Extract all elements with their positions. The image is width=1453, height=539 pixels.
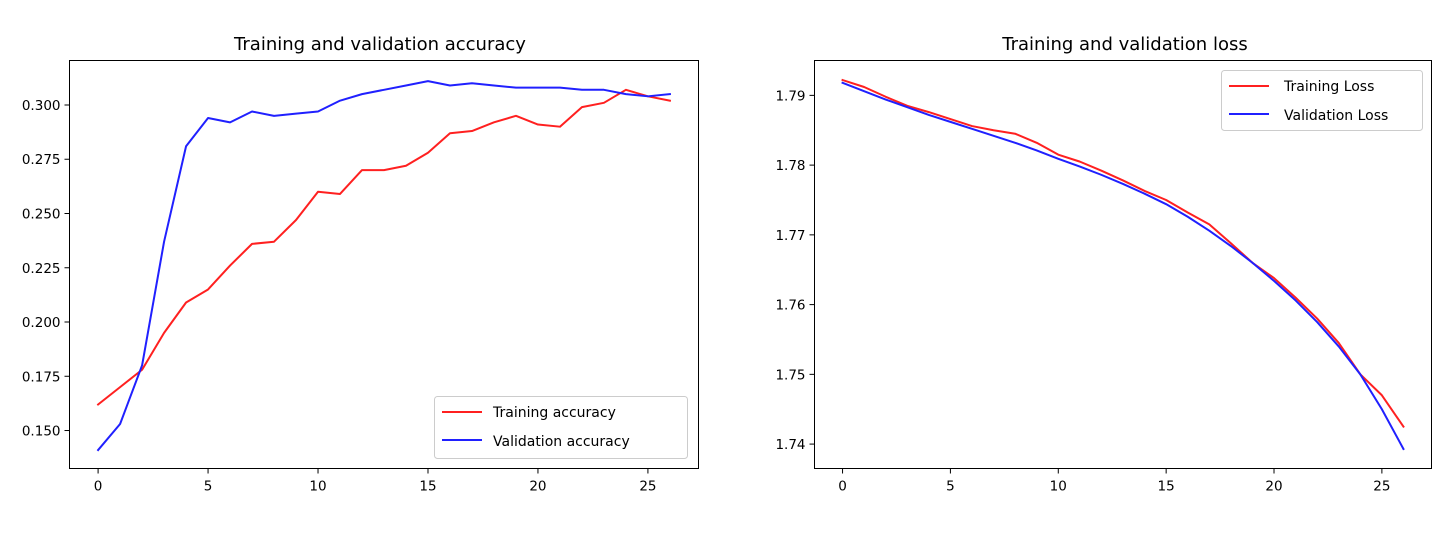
legend-label-validation-accuracy: Validation accuracy xyxy=(493,434,630,450)
loss-x-tick-label-15: 15 xyxy=(1158,479,1175,495)
loss-legend-box xyxy=(1221,70,1423,131)
legend-label-validation-loss: Validation Loss xyxy=(1284,108,1388,124)
loss-x-tick-label-25: 25 xyxy=(1373,479,1390,495)
accuracy-x-tick-label-10: 10 xyxy=(309,479,326,495)
accuracy-x-tick-label-20: 20 xyxy=(529,479,546,495)
loss-y-tick-label-4: 1.78 xyxy=(775,158,805,174)
loss-y-tick-label-5: 1.79 xyxy=(775,88,805,104)
accuracy-chart: Training and validation accuracy 0 5 10 15 2… xyxy=(22,34,699,495)
loss-x-tick-label-10: 10 xyxy=(1050,479,1067,495)
accuracy-y-tick-label-6: 0.300 xyxy=(22,98,61,114)
loss-y-tick-label-0: 1.74 xyxy=(775,437,805,453)
loss-y-tick-label-3: 1.77 xyxy=(775,228,805,244)
accuracy-legend: Training accuracy Validation accuracy xyxy=(434,396,688,459)
accuracy-x-tick-label-0: 0 xyxy=(94,479,103,495)
accuracy-y-tick-label-1: 0.175 xyxy=(22,369,61,385)
loss-plot-frame xyxy=(814,60,1432,469)
accuracy-y-tick-label-5: 0.275 xyxy=(22,152,61,168)
loss-x-tick-label-5: 5 xyxy=(946,479,955,495)
accuracy-chart-title: Training and validation accuracy xyxy=(233,34,526,55)
series-line-validation-accuracy xyxy=(96,80,672,452)
accuracy-x-tick-label-5: 5 xyxy=(204,479,213,495)
loss-chart: Training and validation loss 0 5 10 15 20 25 1… xyxy=(775,34,1432,495)
accuracy-chart-marks: 0 5 10 15 20 25 0.150 0.175 0.200 0.225 0.250 0.275… xyxy=(22,80,672,495)
legend-label-training-loss: Training Loss xyxy=(1283,79,1374,95)
loss-chart-title: Training and validation loss xyxy=(1001,34,1247,55)
loss-legend: Training Loss Validation Loss xyxy=(1221,70,1423,131)
accuracy-plot-frame xyxy=(69,60,699,469)
accuracy-x-tick-label-25: 25 xyxy=(639,479,656,495)
series-line-training-accuracy xyxy=(96,88,672,406)
legend-label-training-accuracy: Training accuracy xyxy=(492,405,616,421)
loss-y-tick-label-1: 1.75 xyxy=(775,367,805,383)
series-line-training-loss xyxy=(841,78,1405,429)
loss-chart-marks: 0 5 10 15 20 25 1.74 1.75 1.76 1.77 1.78 1.79 xyxy=(775,78,1405,495)
accuracy-legend-box xyxy=(434,396,688,459)
accuracy-y-tick-label-0: 0.150 xyxy=(22,424,61,440)
accuracy-x-tick-label-15: 15 xyxy=(419,479,436,495)
loss-x-tick-label-0: 0 xyxy=(838,479,847,495)
accuracy-y-tick-label-2: 0.200 xyxy=(22,315,61,331)
accuracy-y-tick-label-4: 0.250 xyxy=(22,207,61,223)
series-line-validation-loss xyxy=(841,81,1405,451)
loss-x-tick-label-20: 20 xyxy=(1265,479,1282,495)
accuracy-y-tick-label-3: 0.225 xyxy=(22,261,61,277)
loss-y-tick-label-2: 1.76 xyxy=(775,298,805,314)
